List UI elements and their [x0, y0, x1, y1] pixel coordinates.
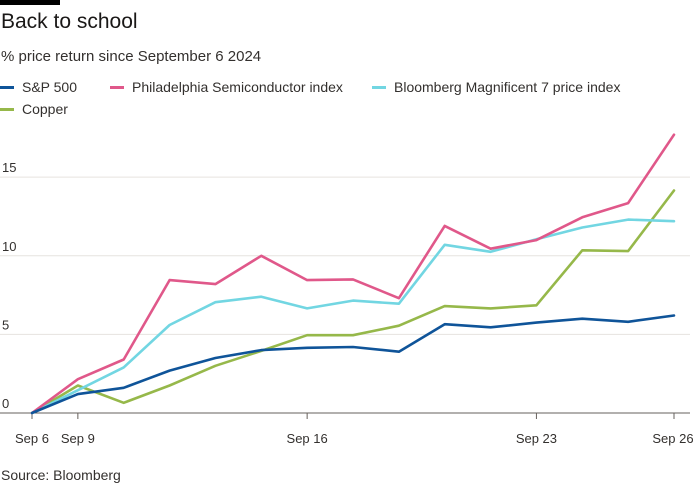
- y-tick-label-10: 10: [2, 239, 16, 254]
- legend-swatch-sp500: [0, 85, 14, 89]
- series-line-copper: [30, 189, 676, 415]
- legend-label-copper: Copper: [22, 101, 68, 117]
- legend-item-sp500: S&P 500: [0, 79, 77, 95]
- legend-item-copper: Copper: [0, 101, 68, 117]
- legend-swatch-magnificent7: [372, 85, 386, 89]
- legend-label-semiconductor: Philadelphia Semiconductor index: [132, 79, 343, 95]
- x-axis: Sep 6 Sep 9 Sep 16 Sep 23 Sep 26: [15, 413, 694, 446]
- chart-subtitle: % price return since September 6 2024: [1, 48, 262, 65]
- legend-swatch-copper: [0, 107, 14, 111]
- legend-swatch-semiconductor: [110, 85, 124, 89]
- y-tick-label-5: 5: [2, 317, 9, 332]
- y-axis: 0 5 10 15: [0, 160, 690, 414]
- x-tick-label-3: Sep 23: [516, 431, 557, 446]
- source-note: Source: Bloomberg: [1, 467, 121, 483]
- gridlines: [0, 176, 690, 335]
- x-tick-label-4: Sep 26: [652, 431, 693, 446]
- series-line-sp500: [30, 314, 676, 415]
- x-tick-label-0: Sep 6: [15, 431, 49, 446]
- series-line-semiconductor: [30, 133, 676, 415]
- y-tick-label-0: 0: [2, 396, 9, 411]
- chart-title: Back to school: [1, 10, 138, 33]
- legend-label-magnificent7: Bloomberg Magnificent 7 price index: [394, 79, 621, 95]
- x-tick-label-2: Sep 16: [287, 431, 328, 446]
- y-tick-label-15: 15: [2, 160, 16, 175]
- legend-item-semiconductor: Philadelphia Semiconductor index: [110, 79, 343, 95]
- x-tick-label-1: Sep 9: [61, 431, 95, 446]
- series-lines: [30, 133, 676, 415]
- series-line-magnificent7: [30, 218, 676, 415]
- brand-bar: [0, 0, 60, 5]
- legend-item-magnificent7: Bloomberg Magnificent 7 price index: [372, 79, 620, 95]
- legend-label-sp500: S&P 500: [22, 79, 78, 95]
